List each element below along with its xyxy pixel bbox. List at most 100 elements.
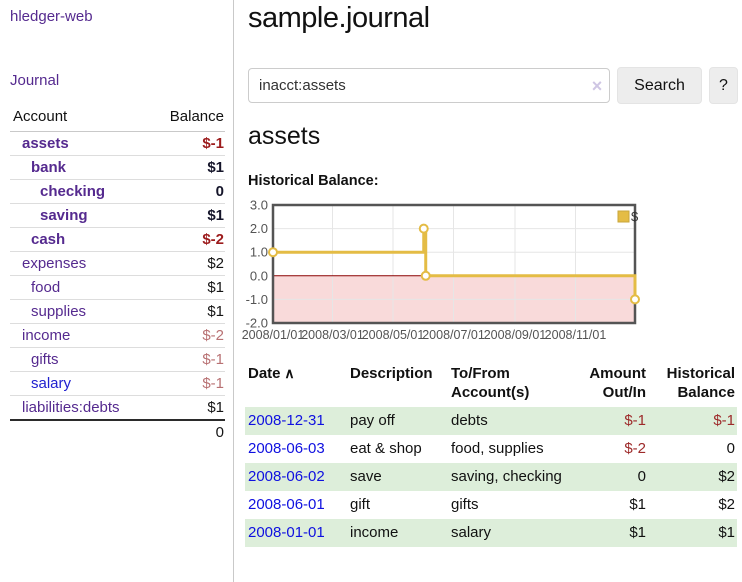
nav-journal-link[interactable]: Journal bbox=[10, 72, 60, 89]
app-title-link[interactable]: hledger-web bbox=[10, 8, 93, 25]
transaction-accounts: gifts bbox=[451, 496, 479, 513]
account-balance: $-1 bbox=[202, 135, 224, 152]
chart-title: Historical Balance: bbox=[248, 173, 379, 189]
account-row: assets $-1 bbox=[10, 132, 225, 156]
svg-text:2008/09/01: 2008/09/01 bbox=[484, 328, 547, 342]
register-header: Description bbox=[350, 365, 433, 382]
register-header: Historical Balance bbox=[666, 365, 735, 401]
search-button[interactable]: Search bbox=[617, 67, 702, 104]
account-balance: $-2 bbox=[202, 231, 224, 248]
transaction-description: eat & shop bbox=[350, 440, 422, 457]
register-header-date-sort[interactable]: Date ∧ bbox=[248, 365, 295, 382]
svg-text:2008/03/01: 2008/03/01 bbox=[301, 328, 364, 342]
transaction-balance: $2 bbox=[718, 468, 735, 485]
register-row: 2008-01-01 income salary $1 $1 bbox=[245, 519, 737, 547]
chart-legend: $ bbox=[617, 209, 639, 224]
account-row: salary $-1 bbox=[10, 371, 225, 396]
svg-text:2008/11/01: 2008/11/01 bbox=[545, 328, 607, 342]
svg-text:$: $ bbox=[631, 209, 639, 224]
register-row: 2008-06-02 save saving, checking 0 $2 bbox=[245, 463, 737, 491]
account-balance: $-1 bbox=[202, 375, 224, 392]
transaction-amount: $1 bbox=[629, 524, 646, 541]
account-row: gifts $-1 bbox=[10, 347, 225, 372]
transaction-date-link[interactable]: 2008-12-31 bbox=[248, 412, 325, 429]
account-link[interactable]: salary bbox=[31, 375, 72, 392]
svg-text:2008/01/01: 2008/01/01 bbox=[242, 328, 305, 342]
account-row: food $1 bbox=[10, 275, 225, 300]
register-header: Amount Out/In bbox=[589, 365, 646, 401]
account-link[interactable]: liabilities:debts bbox=[22, 399, 120, 416]
register-table: Date ∧ Description To/From Account(s) Amount… bbox=[245, 361, 737, 547]
account-row: liabilities:debts $1 bbox=[10, 395, 225, 421]
transaction-description: gift bbox=[350, 496, 371, 513]
transaction-description: income bbox=[350, 524, 399, 541]
account-balance: $1 bbox=[207, 303, 224, 320]
svg-text:-1.0: -1.0 bbox=[246, 292, 268, 307]
transaction-balance: $-1 bbox=[713, 412, 735, 429]
transaction-accounts: saving, checking bbox=[451, 468, 562, 485]
balance-column-header: Balance bbox=[169, 108, 224, 125]
account-balance-table: Account Balance assets $-1 bank $1 checking 0… bbox=[10, 103, 225, 444]
help-button[interactable]: ? bbox=[709, 67, 738, 104]
account-link[interactable]: checking bbox=[40, 183, 106, 200]
transaction-date-link[interactable]: 2008-06-02 bbox=[248, 468, 325, 485]
transaction-amount: 0 bbox=[637, 468, 646, 485]
account-balance: $2 bbox=[207, 255, 224, 272]
register-row: 2008-06-03 eat & shop food, supplies $-2 0 bbox=[245, 435, 737, 463]
account-link[interactable]: assets bbox=[22, 135, 69, 152]
register-row: 2008-06-01 gift gifts $1 $2 bbox=[245, 491, 737, 519]
transaction-amount: $-2 bbox=[624, 440, 646, 457]
transaction-date-link[interactable]: 2008-06-03 bbox=[248, 440, 325, 457]
account-table-header: Account Balance bbox=[10, 103, 225, 132]
transaction-accounts: salary bbox=[451, 524, 492, 541]
transaction-accounts: food, supplies bbox=[451, 440, 544, 457]
account-link[interactable]: cash bbox=[31, 231, 66, 248]
svg-text:2008/05/01: 2008/05/01 bbox=[362, 328, 425, 342]
account-row: supplies $1 bbox=[10, 299, 225, 324]
transaction-date-link[interactable]: 2008-06-01 bbox=[248, 496, 325, 513]
transaction-accounts: debts bbox=[451, 412, 488, 429]
main-panel: sample.journal × Search ? assets Histori… bbox=[234, 0, 742, 582]
account-balance: $-1 bbox=[202, 351, 224, 368]
transaction-description: save bbox=[350, 468, 382, 485]
search-input[interactable] bbox=[248, 68, 610, 103]
transaction-balance: $1 bbox=[718, 524, 735, 541]
account-row: income $-2 bbox=[10, 323, 225, 348]
account-link[interactable]: expenses bbox=[22, 255, 87, 272]
transaction-balance: $2 bbox=[718, 496, 735, 513]
sidebar: hledger-web Journal Account Balance asse… bbox=[0, 0, 234, 582]
svg-text:2.0: 2.0 bbox=[250, 221, 268, 236]
account-balance: $1 bbox=[207, 279, 224, 296]
sort-asc-icon: ∧ bbox=[280, 365, 295, 381]
account-link[interactable]: food bbox=[31, 279, 61, 296]
account-balance: $1 bbox=[207, 207, 224, 224]
historical-balance-chart: $3.0 2.0 1.0 0.0 -1.0 -2.0 2008/01/01 2008/03/0… bbox=[234, 198, 742, 348]
account-link[interactable]: saving bbox=[40, 207, 88, 224]
account-row: cash $-2 bbox=[10, 227, 225, 252]
register-row: 2008-12-31 pay off debts $-1 $-1 bbox=[245, 407, 737, 435]
transaction-date-link[interactable]: 2008-01-01 bbox=[248, 524, 325, 541]
account-link[interactable]: gifts bbox=[31, 351, 59, 368]
account-row: expenses $2 bbox=[10, 251, 225, 276]
svg-text:0.0: 0.0 bbox=[250, 268, 268, 283]
svg-text:2008/07/01: 2008/07/01 bbox=[422, 328, 485, 342]
account-balance: $-2 bbox=[202, 327, 224, 344]
account-column-header: Account bbox=[13, 108, 68, 125]
transaction-balance: 0 bbox=[726, 440, 735, 457]
transaction-description: pay off bbox=[350, 412, 395, 429]
account-link[interactable]: bank bbox=[31, 159, 67, 176]
clear-search-icon[interactable]: × bbox=[591, 76, 603, 96]
transaction-amount: $-1 bbox=[624, 412, 646, 429]
svg-text:3.0: 3.0 bbox=[250, 198, 268, 213]
account-row: checking 0 bbox=[10, 179, 225, 204]
chart-svg: $3.0 2.0 1.0 0.0 -1.0 -2.02008/01/012008/03/0… bbox=[242, 198, 640, 342]
account-link[interactable]: supplies bbox=[31, 303, 87, 320]
grand-total-value: 0 bbox=[215, 424, 224, 441]
page-title: sample.journal bbox=[248, 2, 430, 34]
grand-total-row: 0 bbox=[10, 420, 225, 444]
account-balance: $1 bbox=[207, 399, 224, 416]
svg-text:-2.0: -2.0 bbox=[246, 316, 268, 331]
account-link[interactable]: income bbox=[22, 327, 71, 344]
account-row: saving $1 bbox=[10, 203, 225, 228]
account-heading: assets bbox=[248, 122, 321, 150]
